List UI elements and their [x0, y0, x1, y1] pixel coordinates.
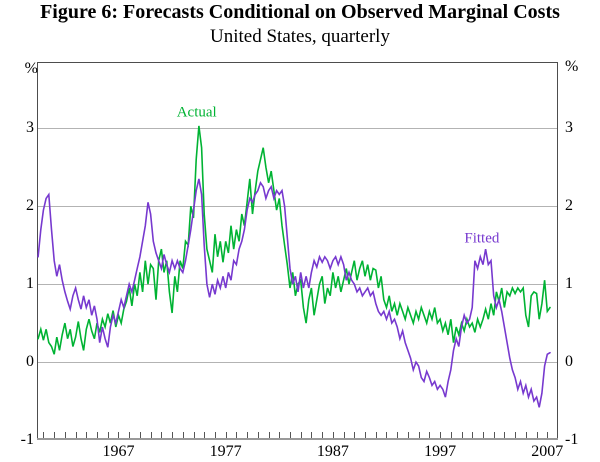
y-tick-label-left: 2 [26, 197, 34, 215]
x-tick-label: 1997 [424, 443, 457, 460]
y-tick-label-right: 0 [565, 353, 573, 371]
series-fitted-line [37, 178, 551, 408]
x-tick-label: 2007 [531, 443, 564, 460]
y-tick-label-right: -1 [565, 431, 579, 448]
figure-title: Figure 6: Forecasts Conditional on Obser… [40, 1, 560, 23]
x-tick-label: 1987 [316, 443, 349, 460]
gridlines [37, 128, 558, 363]
y-tick-label-right: 1 [565, 275, 573, 293]
y-tick-label-left: 1 [26, 275, 34, 293]
y-tick-label-right: 3 [565, 119, 573, 137]
figure-subtitle: United States, quarterly [210, 26, 390, 47]
series-label-actual: Actual [176, 104, 217, 121]
x-tick-label: 1977 [209, 443, 242, 460]
x-axis-ticks [43, 432, 548, 438]
y-axis-unit-right: % [565, 58, 579, 75]
y-tick-label-left: 0 [26, 353, 34, 371]
y-tick-label-right: 2 [565, 197, 573, 215]
series-actual-line [37, 125, 551, 355]
y-axis-unit-left: % [24, 60, 38, 77]
y-tick-label-left: -1 [20, 431, 34, 448]
x-tick-label: 1967 [102, 443, 135, 460]
y-tick-label-left: 3 [26, 119, 34, 137]
plot-frame [37, 62, 558, 440]
series-label-fitted: Fitted [464, 230, 500, 247]
